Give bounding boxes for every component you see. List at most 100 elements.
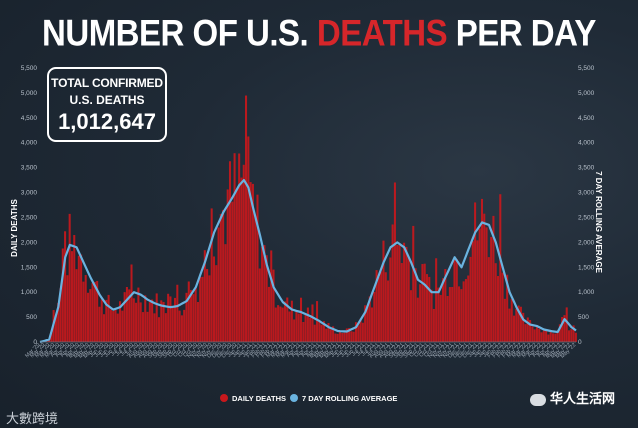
daily-death-bar [66,275,69,342]
badge-line-2: U.S. DEATHS [69,93,145,107]
daily-death-bar [194,288,197,342]
title-text-1: NUMBER OF U.S. [42,11,317,54]
daily-death-bar [341,332,344,342]
daily-death-bar [464,279,467,342]
daily-death-bar [540,332,543,342]
daily-death-bar [327,323,330,342]
daily-death-bar [297,313,300,342]
daily-death-bar [412,225,415,342]
daily-death-bar [448,287,451,342]
daily-death-bar [373,291,376,342]
daily-death-bar [471,241,474,342]
daily-death-bar [442,278,445,342]
total-deaths-badge: TOTAL CONFIRMED U.S. DEATHS 1,012,647 [47,67,167,142]
daily-death-bar [265,255,268,342]
daily-death-bar [506,274,509,342]
y-tick-right: 2,500 [578,214,595,221]
daily-death-bar [251,183,254,342]
y-tick-left: 500 [26,314,37,321]
watermark-right: 华人生活网 [530,388,615,407]
daily-death-bar [462,281,465,342]
y-tick-left: 5,500 [21,65,38,72]
daily-death-bar [215,265,218,342]
daily-death-bar [279,306,282,342]
daily-death-bar [446,296,449,342]
daily-death-bar [199,277,202,342]
daily-death-bar [503,298,506,342]
daily-death-bar [73,235,76,342]
badge-value: 1,012,647 [58,109,156,134]
daily-death-bar [183,309,186,342]
y-tick-right: 3,000 [578,190,595,197]
daily-death-bar [153,313,156,342]
daily-death-bar [318,320,321,342]
daily-death-bar [371,307,374,342]
watermark-left: 大數跨境 [6,411,59,426]
daily-death-bar [286,297,289,342]
daily-death-bar [490,237,493,342]
daily-death-bar [393,182,396,342]
daily-death-bar [151,299,154,342]
daily-death-bar [270,250,273,342]
daily-death-bar [103,314,106,342]
y-tick-left: 0 [33,339,37,346]
daily-death-bar [513,315,516,342]
daily-death-bar [391,224,394,342]
daily-death-bar [460,289,463,342]
daily-death-bar [545,329,548,342]
daily-death-bar [535,325,538,342]
daily-death-bar [458,286,461,342]
daily-death-bar [105,299,108,342]
y-tick-right: 4,500 [578,115,595,122]
y-tick-right: 5,000 [578,90,595,97]
y-axis-label-right: 7 DAY ROLLING AVERAGE [594,171,603,273]
daily-death-bar [384,272,387,342]
daily-death-bar [563,315,566,342]
daily-death-bar [128,289,131,342]
daily-death-bar [249,182,252,342]
daily-death-bar [256,194,259,342]
daily-death-bar [501,272,504,342]
daily-death-bar [242,164,245,342]
daily-death-bar [144,295,147,342]
daily-death-bar [141,312,144,342]
daily-death-bar [519,306,522,342]
daily-death-bar [178,310,181,342]
daily-death-bar [222,209,225,342]
y-tick-right: 1,000 [578,289,595,296]
daily-death-bar [483,213,486,342]
daily-death-bar [517,305,520,342]
daily-death-bar [425,274,429,342]
daily-death-bar [469,256,472,342]
daily-death-bar [125,287,128,342]
daily-death-bar [336,333,339,342]
daily-death-bar [169,296,172,342]
daily-death-bar [551,333,554,342]
daily-death-bar [203,250,206,342]
daily-death-bar [164,313,167,342]
daily-death-bar [157,317,161,342]
daily-death-bar [206,268,209,342]
daily-death-bar [86,292,90,342]
daily-death-bar [416,297,419,342]
daily-death-bar [444,269,447,342]
daily-death-bar [277,305,280,342]
daily-death-bar [387,280,390,342]
daily-death-bar [82,281,85,342]
daily-death-bar [361,322,364,342]
daily-death-bar [570,329,573,342]
daily-death-bar [231,201,234,342]
daily-death-bar [228,161,232,342]
daily-death-bar [96,280,99,342]
y-tick-left: 1,000 [21,289,38,296]
y-axis-label-left: DAILY DEATHS [10,199,19,257]
daily-death-bar [176,284,179,342]
y-tick-right: 0 [578,339,582,346]
daily-death-bar [75,269,78,342]
daily-death-bar [574,332,577,342]
daily-death-bar [561,317,564,342]
y-tick-right: 5,500 [578,65,595,72]
daily-death-bar [100,299,103,342]
y-tick-left: 4,500 [21,115,38,122]
daily-death-bar [119,301,122,342]
